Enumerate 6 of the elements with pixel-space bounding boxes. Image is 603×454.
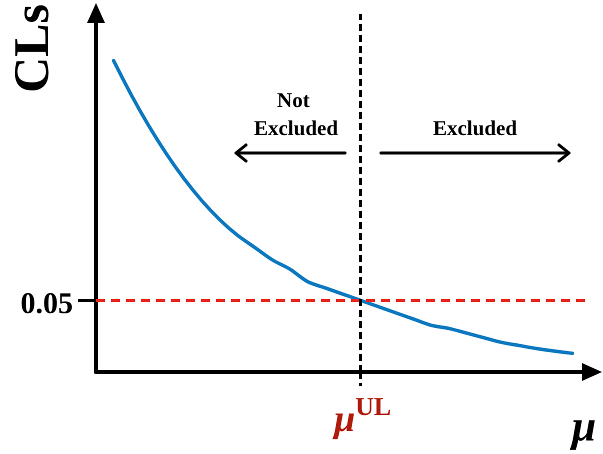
y-axis-title: CLs	[3, 4, 59, 93]
annotation: Excluded	[432, 116, 518, 140]
text: UL	[355, 392, 392, 421]
annotation: Not Excluded	[254, 88, 338, 140]
text: 0.05	[20, 286, 73, 320]
text: μ	[572, 402, 596, 450]
